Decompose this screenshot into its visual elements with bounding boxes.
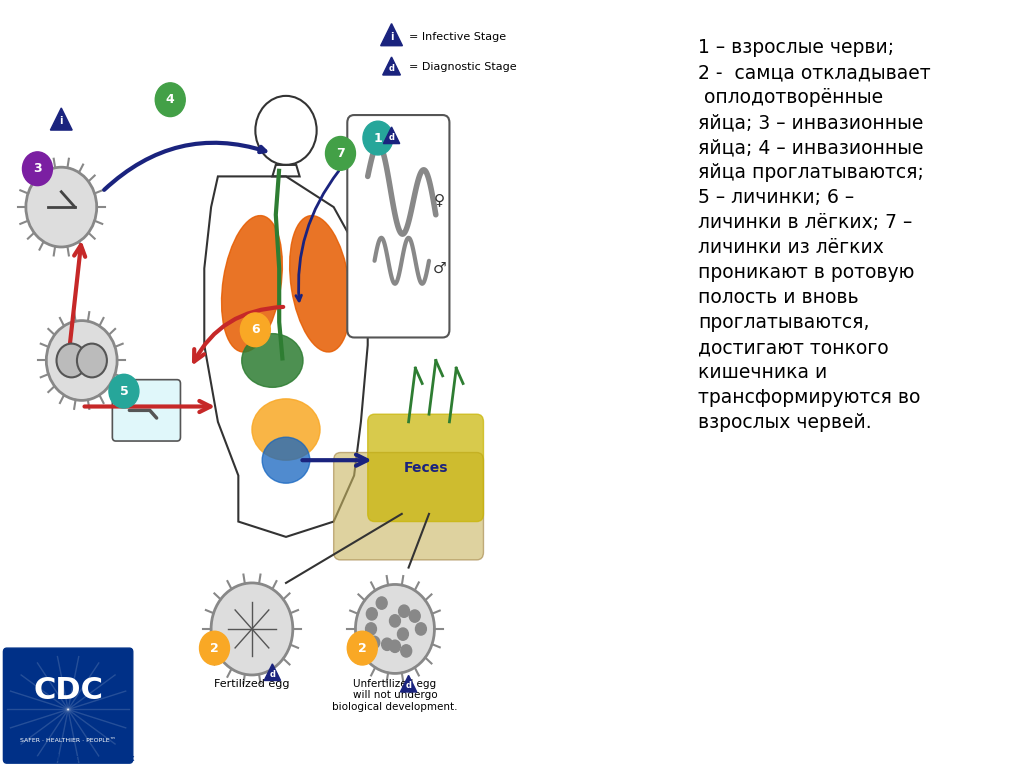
Text: 7: 7 bbox=[336, 147, 345, 160]
Text: 4: 4 bbox=[166, 94, 175, 106]
Text: 6: 6 bbox=[251, 324, 260, 336]
Circle shape bbox=[372, 634, 383, 647]
Text: ♀: ♀ bbox=[433, 192, 444, 207]
Circle shape bbox=[326, 137, 355, 170]
Polygon shape bbox=[264, 664, 281, 680]
Text: 1: 1 bbox=[374, 132, 382, 144]
Polygon shape bbox=[383, 57, 400, 75]
FancyBboxPatch shape bbox=[368, 414, 483, 522]
Text: i: i bbox=[59, 117, 63, 127]
Text: d: d bbox=[406, 681, 412, 690]
Text: i: i bbox=[390, 32, 393, 42]
Text: = Infective Stage: = Infective Stage bbox=[409, 31, 506, 42]
Circle shape bbox=[23, 152, 52, 186]
Polygon shape bbox=[383, 127, 399, 143]
Text: d: d bbox=[388, 64, 394, 73]
Circle shape bbox=[389, 607, 400, 619]
Text: d: d bbox=[388, 133, 394, 142]
FancyBboxPatch shape bbox=[347, 115, 450, 337]
Text: Feces: Feces bbox=[403, 461, 447, 475]
Text: = Diagnostic Stage: = Diagnostic Stage bbox=[409, 62, 516, 73]
Circle shape bbox=[382, 618, 393, 630]
Text: 1 – взрослые черви;
2 -  самца откладывает
 оплодотворённые
яйца; 3 – инвазионны: 1 – взрослые черви; 2 - самца откладывае… bbox=[698, 38, 931, 433]
Text: 2: 2 bbox=[358, 642, 367, 654]
Text: 3: 3 bbox=[33, 163, 42, 175]
Text: ♂: ♂ bbox=[432, 261, 446, 276]
Ellipse shape bbox=[262, 437, 310, 483]
Polygon shape bbox=[400, 676, 417, 692]
Text: SAFER · HEALTHIER · PEOPLE™: SAFER · HEALTHIER · PEOPLE™ bbox=[20, 738, 116, 742]
Polygon shape bbox=[381, 24, 402, 46]
Circle shape bbox=[200, 631, 229, 665]
Text: 2: 2 bbox=[210, 642, 219, 654]
Ellipse shape bbox=[221, 216, 283, 352]
Text: Fertilized egg: Fertilized egg bbox=[214, 679, 290, 689]
Circle shape bbox=[241, 313, 270, 347]
Circle shape bbox=[371, 623, 382, 635]
Circle shape bbox=[416, 623, 427, 635]
Circle shape bbox=[399, 643, 411, 655]
FancyBboxPatch shape bbox=[3, 648, 133, 763]
Circle shape bbox=[377, 647, 388, 660]
Circle shape bbox=[397, 628, 409, 640]
Text: d: d bbox=[269, 670, 275, 679]
Circle shape bbox=[347, 631, 377, 665]
Circle shape bbox=[156, 83, 185, 117]
Circle shape bbox=[211, 583, 293, 675]
Circle shape bbox=[77, 344, 106, 377]
Text: 5: 5 bbox=[120, 385, 128, 397]
Ellipse shape bbox=[290, 216, 350, 352]
Circle shape bbox=[401, 615, 413, 627]
Circle shape bbox=[362, 121, 393, 155]
Polygon shape bbox=[50, 108, 72, 130]
Circle shape bbox=[26, 167, 96, 247]
Circle shape bbox=[109, 374, 139, 408]
Ellipse shape bbox=[242, 334, 303, 387]
Text: http://www.dpd.cdc.gov/dpdx: http://www.dpd.cdc.gov/dpdx bbox=[2, 754, 134, 763]
Circle shape bbox=[56, 344, 86, 377]
Text: CDC: CDC bbox=[33, 676, 103, 705]
FancyBboxPatch shape bbox=[113, 380, 180, 441]
Ellipse shape bbox=[252, 399, 321, 460]
Circle shape bbox=[397, 607, 409, 620]
FancyBboxPatch shape bbox=[334, 453, 483, 560]
Text: Unfertilized egg
will not undergo
biological development.: Unfertilized egg will not undergo biolog… bbox=[332, 679, 458, 712]
Circle shape bbox=[389, 633, 400, 645]
Circle shape bbox=[379, 601, 389, 614]
Circle shape bbox=[46, 321, 117, 400]
Circle shape bbox=[355, 584, 434, 673]
